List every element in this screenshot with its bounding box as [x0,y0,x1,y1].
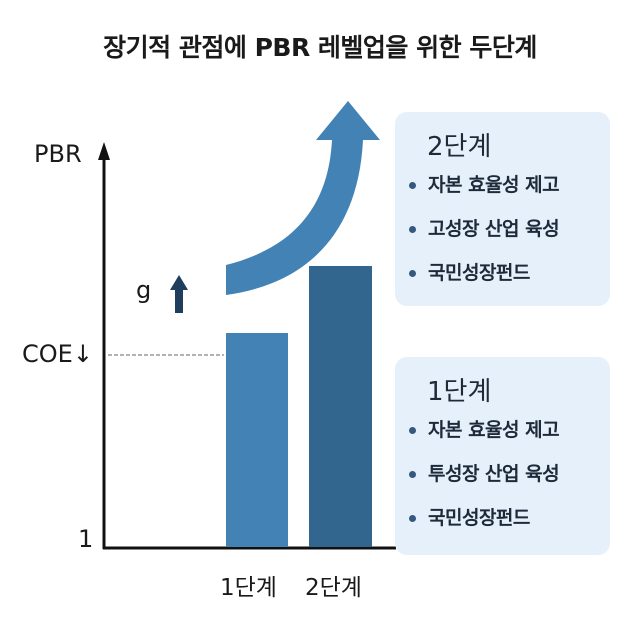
origin-label: 1 [78,525,94,553]
bullet-icon [409,515,416,522]
g-label: g [136,276,152,304]
bullet-icon [409,270,416,277]
item-text: 국민성장펀드 [428,262,530,284]
list-item: 투성장 산업 육성 [409,463,560,507]
list-item: 자본 효율성 제고 [409,419,560,463]
list-item: 국민성장펀드 [409,262,559,306]
stage-1-title: 1단계 [427,377,492,407]
x-label-stage-2: 2단계 [305,575,362,601]
bullet-icon [409,427,416,434]
bar-stage-1 [226,333,288,547]
bar-stage-2 [309,266,372,547]
item-text: 투성장 산업 육성 [428,463,560,485]
item-text: 국민성장펀드 [428,507,530,529]
coe-label: COE↓ [22,340,93,368]
bullet-icon [409,182,416,189]
growth-curved-arrow-icon [226,101,380,295]
item-text: 고성장 산업 육성 [428,218,560,240]
item-text: 자본 효율성 제고 [428,174,560,196]
list-item: 자본 효율성 제고 [409,174,560,218]
g-up-arrow-icon [170,275,188,313]
stage-1-box: 1단계 자본 효율성 제고 투성장 산업 육성 국민성장펀드 [395,357,610,555]
page-title: 장기적 관점에 PBR 레벨업을 위한 두단계 [103,33,537,62]
y-axis-arrowhead-icon [98,142,110,160]
list-item: 고성장 산업 육성 [409,218,560,262]
stage-2-title: 2단계 [427,132,492,162]
stage-2-box: 2단계 자본 효율성 제고 고성장 산업 육성 국민성장펀드 [395,112,610,306]
x-label-stage-1: 1단계 [220,575,277,601]
item-text: 자본 효율성 제고 [428,419,560,441]
list-item: 국민성장펀드 [409,507,559,551]
y-axis-label: PBR [34,140,82,168]
bullet-icon [409,226,416,233]
bullet-icon [409,471,416,478]
